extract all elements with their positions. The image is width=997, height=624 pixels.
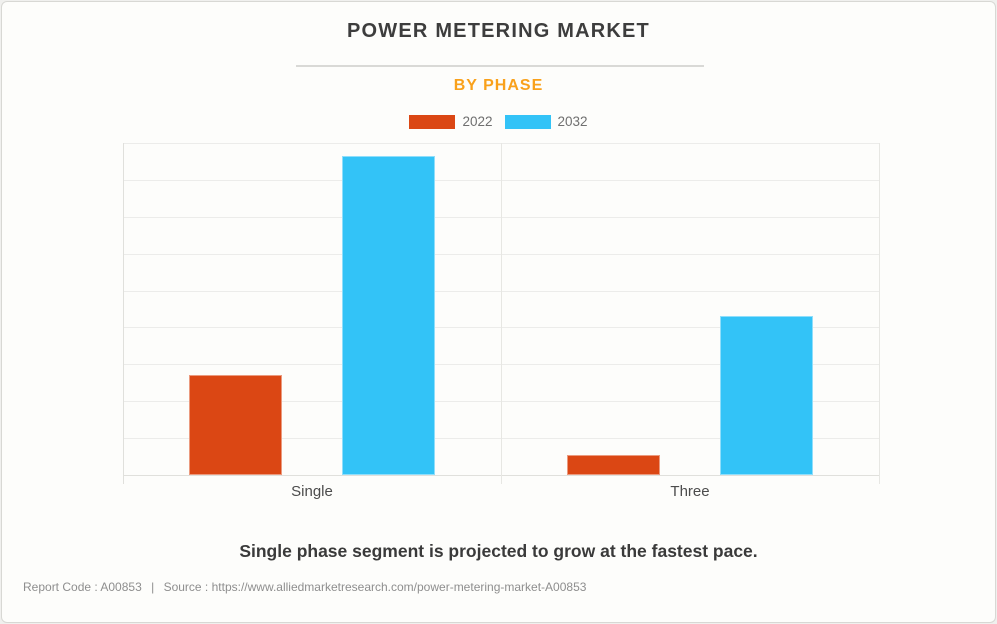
legend-swatch-icon-2022	[409, 114, 456, 129]
legend-swatch-icon-2032	[504, 114, 551, 129]
category-label-three: Three	[670, 483, 710, 500]
bar-three-2022[interactable]	[567, 455, 660, 475]
plot-right-border-line	[879, 143, 880, 484]
chart-legend: 2022 2032	[2, 114, 995, 129]
title-divider	[296, 65, 704, 67]
footer-separator: |	[151, 580, 155, 594]
legend-item-2022[interactable]: 2022	[409, 114, 493, 129]
report-code-text: Report Code : A00853	[23, 580, 142, 594]
report-footer: Report Code : A00853 | Source : https://…	[23, 580, 592, 594]
legend-label-2022: 2022	[462, 114, 493, 129]
bar-three-2032[interactable]	[720, 316, 813, 475]
source-url-text: Source : https://www.alliedmarketresearc…	[163, 580, 587, 594]
chart-subtitle: BY PHASE	[453, 77, 544, 94]
x-axis-category-labels: Single Three	[123, 483, 879, 503]
category-boundary-line	[501, 143, 502, 484]
bar-single-2022[interactable]	[189, 375, 282, 475]
chart-title: POWER METERING MARKET	[347, 20, 650, 42]
category-label-single: Single	[291, 483, 333, 500]
bar-single-2032[interactable]	[342, 156, 435, 475]
legend-item-2032[interactable]: 2032	[504, 114, 588, 129]
key-insight-statement: Single phase segment is projected to gro…	[239, 541, 758, 561]
plot-area	[123, 143, 880, 484]
y-axis-line	[123, 143, 124, 484]
legend-label-2032: 2032	[557, 114, 588, 129]
